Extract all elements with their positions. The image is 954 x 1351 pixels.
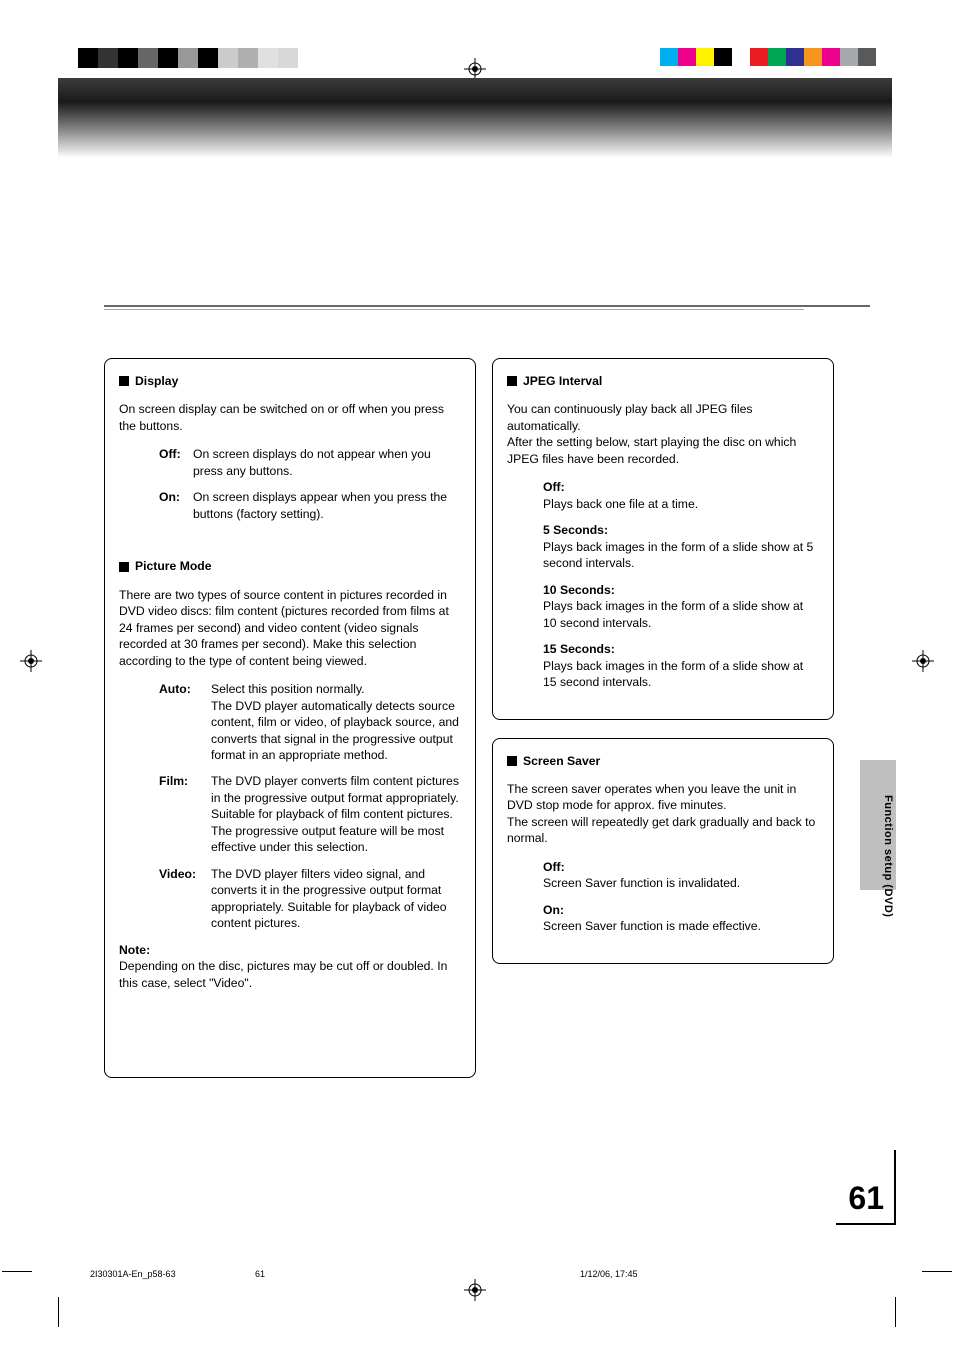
header-underline xyxy=(104,305,870,309)
definition-label: 5 Seconds: xyxy=(543,522,819,538)
definition-item: On:Screen Saver function is made effecti… xyxy=(543,902,819,935)
grayscale-calibration-squares xyxy=(78,48,298,68)
page-corner-decoration xyxy=(894,1150,896,1225)
definition-label: Video: xyxy=(159,866,211,932)
section-intro: You can continuously play back all JPEG … xyxy=(507,401,819,467)
definition-item: 15 Seconds:Plays back images in the form… xyxy=(543,641,819,690)
display-section: Display On screen display can be switche… xyxy=(119,373,461,522)
registration-mark-icon xyxy=(912,650,934,672)
heading-text: JPEG Interval xyxy=(523,373,602,389)
footer-page: 61 xyxy=(255,1269,265,1279)
definition-label: Auto: xyxy=(159,681,211,763)
definition-text: Plays back one file at a time. xyxy=(543,496,819,512)
picture-mode-section: Picture Mode There are two types of sour… xyxy=(119,558,461,931)
page-number: 61 xyxy=(848,1180,884,1217)
definition-label: 15 Seconds: xyxy=(543,641,819,657)
definition-item: 5 Seconds:Plays back images in the form … xyxy=(543,522,819,571)
definition-item: Film:The DVD player converts film conten… xyxy=(159,773,461,855)
jpeg-interval-section: JPEG Interval You can continuously play … xyxy=(492,358,834,720)
definition-list: Auto:Select this position normally. The … xyxy=(119,681,461,932)
heading-text: Picture Mode xyxy=(135,558,212,574)
definition-text: Screen Saver function is made effective. xyxy=(543,918,819,934)
definition-text: Plays back images in the form of a slide… xyxy=(543,598,819,631)
section-heading: Display xyxy=(119,373,461,389)
note-text: Depending on the disc, pictures may be c… xyxy=(119,958,461,991)
definition-label: Off: xyxy=(159,446,193,479)
definition-label: Film: xyxy=(159,773,211,855)
color-calibration-squares xyxy=(660,48,876,66)
main-content: Display On screen display can be switche… xyxy=(104,358,834,1078)
note-label: Note: xyxy=(119,942,461,958)
definition-item: Off:Plays back one file at a time. xyxy=(543,479,819,512)
definition-text: The DVD player filters video signal, and… xyxy=(211,866,461,932)
definition-text: Screen Saver function is invalidated. xyxy=(543,875,819,891)
section-heading: Screen Saver xyxy=(507,753,819,769)
definition-text: On screen displays appear when you press… xyxy=(193,489,461,522)
section-heading: JPEG Interval xyxy=(507,373,819,389)
registration-mark-icon xyxy=(20,650,42,672)
screen-saver-section: Screen Saver The screen saver operates w… xyxy=(492,738,834,964)
definition-list: Off:Plays back one file at a time. 5 Seco… xyxy=(507,479,819,690)
definition-text: Plays back images in the form of a slide… xyxy=(543,539,819,572)
footer-filename: 2I30301A-En_p58-63 xyxy=(90,1269,176,1279)
definition-item: Video:The DVD player filters video signa… xyxy=(159,866,461,932)
definition-list: Off:On screen displays do not appear whe… xyxy=(119,446,461,522)
definition-label: On: xyxy=(159,489,193,522)
heading-text: Display xyxy=(135,373,178,389)
section-intro: The screen saver operates when you leave… xyxy=(507,781,819,847)
definition-label: Off: xyxy=(543,859,819,875)
definition-list: Off:Screen Saver function is invalidated… xyxy=(507,859,819,935)
definition-item: On:On screen displays appear when you pr… xyxy=(159,489,461,522)
header-gradient-band xyxy=(58,78,892,158)
definition-item: Off:On screen displays do not appear whe… xyxy=(159,446,461,479)
footer-date: 1/12/06, 17:45 xyxy=(580,1269,638,1279)
definition-text: Plays back images in the form of a slide… xyxy=(543,658,819,691)
definition-item: Auto:Select this position normally. The … xyxy=(159,681,461,763)
top-print-marks xyxy=(0,38,954,78)
side-tab-label: Function setup (DVD) xyxy=(882,795,894,917)
section-intro: There are two types of source content in… xyxy=(119,587,461,669)
left-column: Display On screen display can be switche… xyxy=(104,358,476,1078)
definition-text: Select this position normally. The DVD p… xyxy=(211,681,461,763)
definition-item: 10 Seconds:Plays back images in the form… xyxy=(543,582,819,631)
registration-mark-icon xyxy=(464,58,486,80)
definition-text: On screen displays do not appear when yo… xyxy=(193,446,461,479)
definition-label: 10 Seconds: xyxy=(543,582,819,598)
section-heading: Picture Mode xyxy=(119,558,461,574)
definition-item: Off:Screen Saver function is invalidated… xyxy=(543,859,819,892)
note-block: Note: Depending on the disc, pictures ma… xyxy=(119,942,461,991)
definition-text: The DVD player converts film content pic… xyxy=(211,773,461,855)
registration-mark-icon xyxy=(464,1279,486,1301)
heading-text: Screen Saver xyxy=(523,753,600,769)
section-intro: On screen display can be switched on or … xyxy=(119,401,461,434)
definition-label: On: xyxy=(543,902,819,918)
right-column: JPEG Interval You can continuously play … xyxy=(492,358,834,998)
definition-label: Off: xyxy=(543,479,819,495)
page-corner-decoration xyxy=(836,1223,896,1225)
